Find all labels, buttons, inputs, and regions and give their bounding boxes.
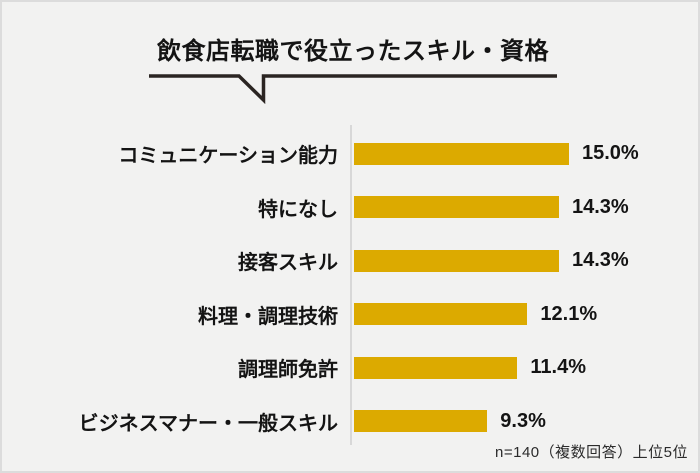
- value-label: 15.0%: [582, 142, 639, 165]
- chart-row: 接客スキル 14.3%: [2, 234, 698, 288]
- chart-row: ビジネスマナー・一般スキル 9.3%: [2, 395, 698, 449]
- bar: [354, 196, 559, 219]
- value-label: 9.3%: [500, 409, 546, 432]
- chart-row: 調理師免許 11.4%: [2, 341, 698, 395]
- chart-title-block: 飲食店転職で役立ったスキル・資格: [148, 38, 558, 104]
- category-label: 特になし: [258, 198, 338, 221]
- underline-path: [149, 73, 557, 104]
- bar-chart: コミュニケーション能力 15.0% 特になし 14.3% 接客スキル 14.3% 料理・調理…: [2, 127, 698, 448]
- chart-title: 飲食店転職で役立ったスキル・資格: [157, 38, 549, 65]
- title-underline-pointer: [149, 73, 557, 104]
- category-label: 料理・調理技術: [198, 305, 338, 328]
- value-label: 12.1%: [540, 302, 598, 325]
- bar: [354, 303, 528, 326]
- chart-row: 料理・調理技術 12.1%: [2, 288, 698, 342]
- category-label: ビジネスマナー・一般スキル: [78, 412, 338, 435]
- value-label: 14.3%: [571, 195, 629, 218]
- value-label: 14.3%: [571, 249, 629, 272]
- bar: [354, 249, 559, 272]
- category-label: 接客スキル: [238, 252, 338, 275]
- category-label: コミュニケーション能力: [118, 145, 338, 168]
- bar: [354, 356, 518, 379]
- category-label: 調理師免許: [238, 359, 338, 382]
- footnote: n=140（複数回答）上位5位: [495, 444, 688, 461]
- bar: [354, 410, 488, 433]
- bar: [354, 142, 569, 165]
- value-label: 11.4%: [530, 356, 586, 379]
- baseline-axis: [350, 125, 352, 445]
- chart-row: コミュニケーション能力 15.0%: [2, 127, 698, 181]
- chart-row: 特になし 14.3%: [2, 181, 698, 235]
